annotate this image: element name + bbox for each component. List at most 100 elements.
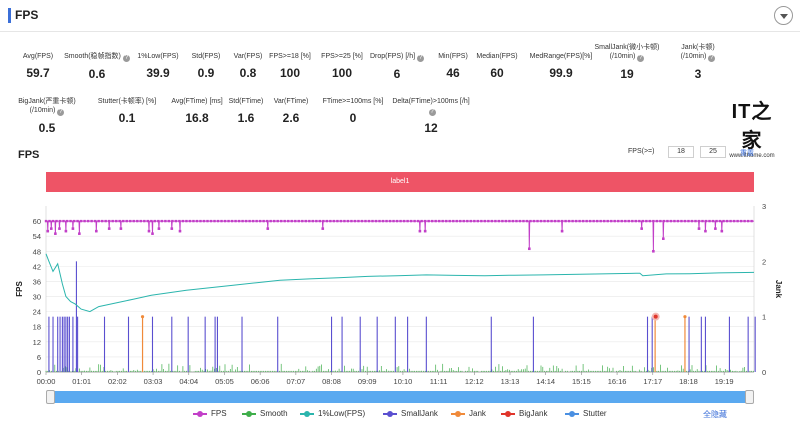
fps-point: [311, 219, 315, 223]
fps-point: [255, 219, 258, 223]
fps-point: [188, 219, 192, 223]
fps-point: [445, 219, 448, 223]
fps-point: [93, 219, 97, 223]
fps-point: [553, 219, 557, 223]
x-tick-label: 15:15: [572, 377, 591, 386]
fps-point: [620, 219, 623, 223]
fps-point: [86, 219, 90, 223]
fps-point: [697, 219, 701, 223]
fps-point: [181, 219, 185, 223]
fps-point: [427, 219, 430, 223]
fps-point: [157, 219, 160, 223]
fps-point: [603, 219, 606, 223]
fps-point: [543, 219, 546, 223]
legend-label: Jank: [469, 409, 486, 418]
time-range-scrollbar[interactable]: [46, 390, 754, 404]
fps-dip-point: [714, 227, 717, 230]
legend-swatch-icon: [242, 410, 256, 417]
fps-point: [195, 219, 199, 223]
ithome-logo: IT之家: [731, 101, 773, 152]
stat-label-text: Smooth(稳帧指数): [64, 53, 121, 60]
stat-value: 0.6: [88, 67, 106, 81]
help-icon[interactable]: ?: [708, 55, 716, 62]
header-accent-bar: [8, 8, 11, 23]
fps-point: [487, 219, 490, 223]
y-tick-label: 60: [33, 217, 41, 226]
fps-point: [227, 219, 230, 223]
stat-label: Avg(FTime) [ms]: [157, 97, 237, 106]
fps-dip-point: [697, 227, 701, 230]
fps-point: [146, 219, 150, 223]
fps-point: [206, 219, 209, 223]
fps-point: [111, 219, 114, 223]
fps-dip-point: [418, 229, 422, 233]
stat-stats_row1-8: Min(FPS) 46: [413, 52, 493, 80]
legend-item[interactable]: FPS: [193, 409, 227, 418]
stat-value: 0.1: [118, 111, 136, 125]
legend-item[interactable]: 1%Low(FPS): [300, 409, 365, 418]
fps-point: [550, 219, 553, 223]
fps-point: [44, 219, 48, 223]
fps-dip-point: [151, 232, 154, 235]
scrollbar-left-handle[interactable]: [46, 390, 55, 404]
fps-point: [567, 219, 571, 223]
fps-dip-point: [95, 229, 98, 233]
page-title: FPS: [15, 8, 39, 22]
y2-tick-label: 3: [762, 202, 766, 211]
fps-point: [480, 219, 483, 223]
x-tick-label: 10:10: [394, 377, 413, 386]
legend-item[interactable]: BigJank: [501, 409, 547, 418]
fps-point: [441, 219, 444, 223]
help-icon[interactable]: ?: [122, 55, 130, 62]
collapse-chevron-icon[interactable]: [774, 6, 793, 25]
y-axis-label: FPS: [15, 281, 24, 297]
help-icon[interactable]: ?: [637, 55, 645, 62]
fps-point: [48, 219, 51, 223]
reset-button[interactable]: 重置: [740, 150, 754, 157]
fps-point: [381, 219, 385, 223]
fps-point: [248, 219, 251, 223]
fps-threshold-input-2[interactable]: 25: [700, 146, 726, 158]
fps-point: [434, 219, 437, 223]
fps-point: [525, 219, 529, 223]
fps-point: [395, 219, 399, 223]
fps-point: [613, 219, 616, 223]
fps-point: [662, 219, 666, 223]
fps-point: [750, 219, 753, 223]
fps-point: [230, 219, 234, 223]
y-tick-label: 18: [33, 323, 41, 332]
stat-value: 6: [393, 67, 401, 81]
stat-label: SmallJank(微小卡顿) (/10min)?: [587, 43, 667, 62]
help-icon[interactable]: ?: [57, 109, 65, 116]
fps-point: [297, 219, 300, 223]
legend-item[interactable]: Smooth: [242, 409, 288, 418]
legend-item[interactable]: SmallJank: [383, 409, 438, 418]
label-bar[interactable]: label1: [46, 172, 754, 192]
x-tick-label: 09:09: [358, 377, 377, 386]
help-icon[interactable]: ?: [417, 55, 425, 62]
fps-point: [578, 219, 581, 223]
scrollbar-right-handle[interactable]: [745, 390, 754, 404]
legend-item[interactable]: Stutter: [565, 409, 607, 418]
fps-point: [420, 219, 423, 223]
legend-item[interactable]: Jank: [451, 409, 486, 418]
hide-all-button[interactable]: 全隐藏: [703, 410, 727, 419]
fps-threshold-input-1[interactable]: 18: [668, 146, 694, 158]
fps-point: [301, 219, 304, 223]
stat-value: 2.6: [282, 111, 300, 125]
fps-point: [392, 219, 395, 223]
fps-point: [455, 219, 458, 223]
fps-point: [167, 219, 171, 223]
fps-point: [378, 219, 381, 223]
help-icon[interactable]: ?: [428, 109, 436, 116]
fps-point: [100, 219, 104, 223]
stat-stats_row1-11: SmallJank(微小卡顿) (/10min)? 19: [587, 43, 667, 81]
fps-point: [136, 219, 139, 223]
stat-value: 3: [694, 67, 702, 81]
legend-swatch-icon: [565, 410, 579, 417]
fps-point: [655, 219, 659, 223]
fps-point: [585, 219, 588, 223]
fps-point: [725, 219, 729, 223]
fps-point: [476, 219, 480, 223]
